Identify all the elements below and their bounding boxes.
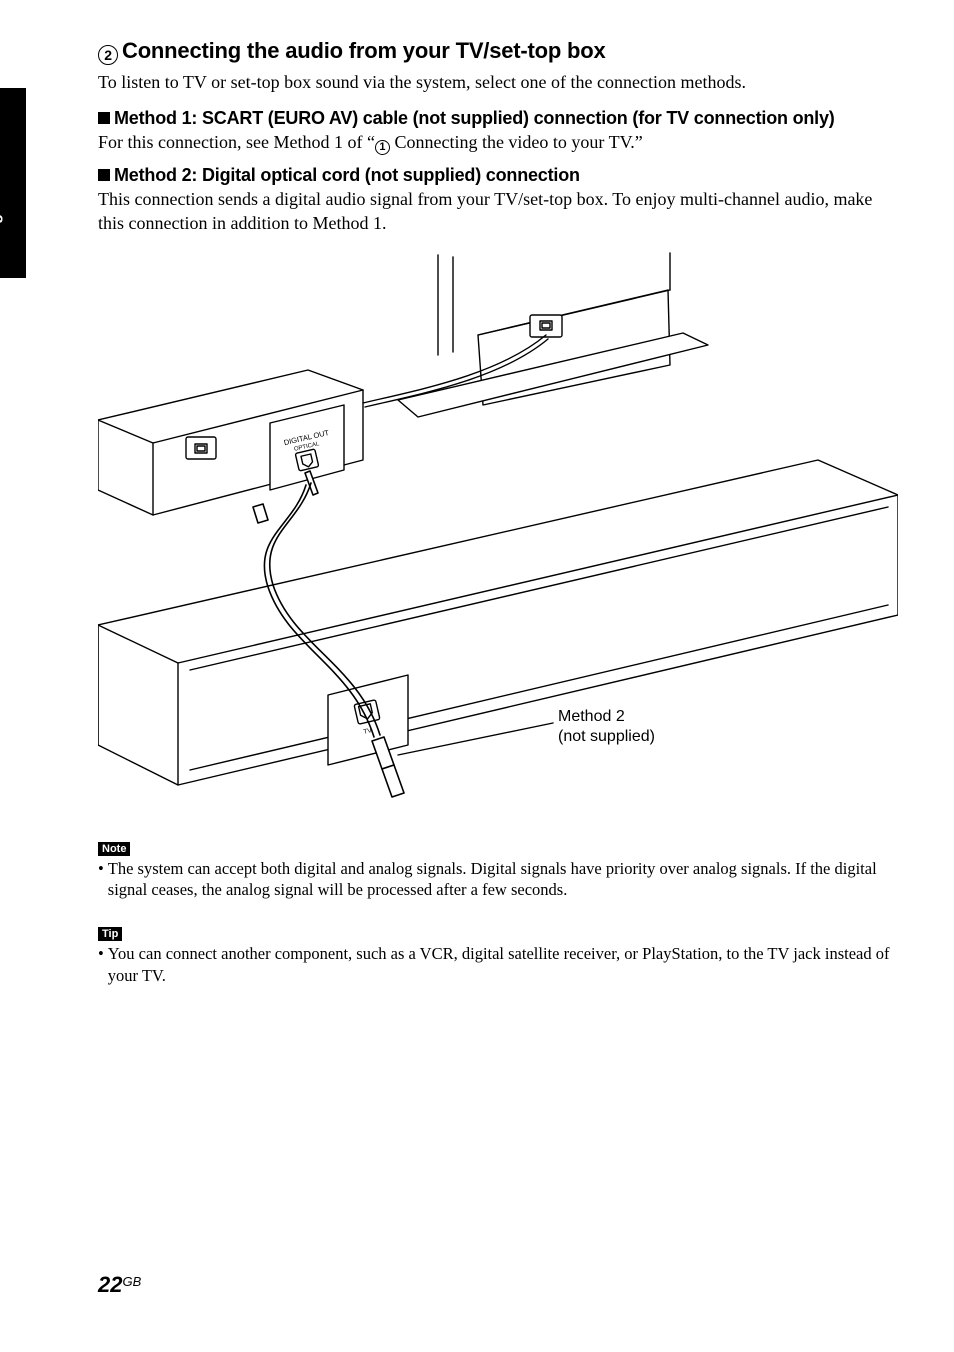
tip-badge: Tip — [98, 927, 122, 941]
step-number-icon: 2 — [98, 45, 118, 65]
method1-header-text: Method 1: SCART (EURO AV) cable (not sup… — [114, 108, 835, 128]
diagram-svg: DIGITAL OUT OPTICAL TV — [98, 245, 898, 815]
tip-block: Tip • You can connect another component,… — [98, 924, 898, 985]
diagram-callout-line1: Method 2 — [558, 707, 655, 727]
tip-text: You can connect another component, such … — [108, 943, 898, 985]
tip-bullet: • You can connect another component, suc… — [98, 943, 898, 985]
inline-step-icon: 1 — [375, 140, 390, 155]
page-region: GB — [122, 1274, 141, 1289]
note-bullet: • The system can accept both digital and… — [98, 858, 898, 900]
note-badge: Note — [98, 842, 130, 856]
bullet-square-icon — [98, 112, 110, 124]
side-tab: Getting Started — [0, 88, 26, 278]
method1-body-post: Connecting the video to your TV.” — [390, 132, 643, 152]
method2-header-text: Method 2: Digital optical cord (not supp… — [114, 165, 580, 185]
page-content: 2Connecting the audio from your TV/set-t… — [98, 38, 898, 986]
side-tab-label: Getting Started — [0, 154, 4, 270]
diagram-callout-label: Method 2 (not supplied) — [558, 707, 655, 747]
bullet-icon: • — [98, 858, 108, 900]
page-number: 22 — [98, 1272, 122, 1297]
page-footer: 22GB — [98, 1272, 141, 1298]
section-title: 2Connecting the audio from your TV/set-t… — [98, 38, 898, 65]
method1-header: Method 1: SCART (EURO AV) cable (not sup… — [98, 108, 898, 129]
bullet-square-icon — [98, 169, 110, 181]
note-block: Note • The system can accept both digita… — [98, 839, 898, 900]
method2-body: This connection sends a digital audio si… — [98, 188, 898, 235]
method1-body-pre: For this connection, see Method 1 of “ — [98, 132, 375, 152]
section-intro: To listen to TV or set-top box sound via… — [98, 71, 898, 94]
connection-diagram: DIGITAL OUT OPTICAL TV — [98, 245, 898, 815]
diagram-callout-line2: (not supplied) — [558, 727, 655, 747]
note-text: The system can accept both digital and a… — [108, 858, 898, 900]
bullet-icon: • — [98, 943, 108, 985]
section-title-text: Connecting the audio from your TV/set-to… — [122, 38, 606, 63]
method1-body: For this connection, see Method 1 of “1 … — [98, 131, 898, 155]
method2-header: Method 2: Digital optical cord (not supp… — [98, 165, 898, 186]
